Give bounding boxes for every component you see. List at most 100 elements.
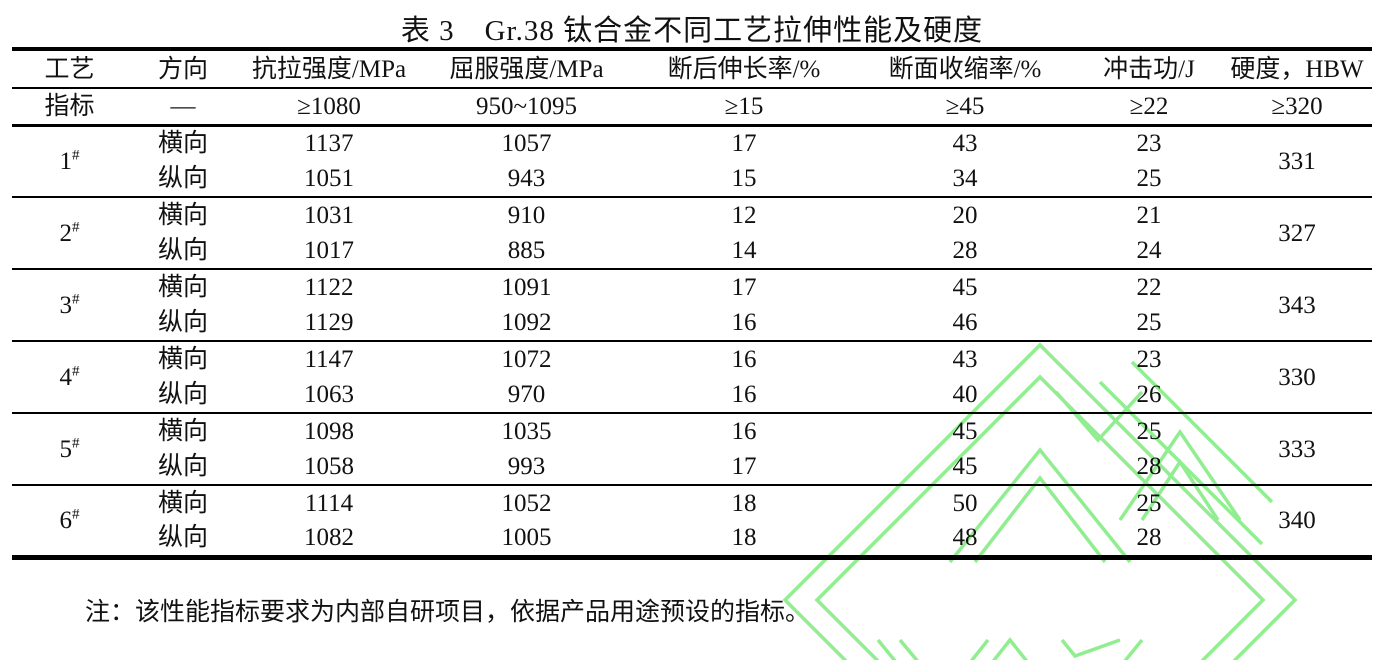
impact-cell: 25	[1136, 165, 1162, 192]
reduction-cell: 50	[952, 490, 978, 517]
col-header-tensile: 抗拉强度/MPa	[251, 55, 407, 83]
col-header-hardness: 硬度，HBW	[1230, 55, 1364, 83]
process-label: 6#	[12, 485, 127, 557]
hardness-cell: 331	[1278, 147, 1316, 175]
tensile-cell: 1063	[304, 381, 354, 408]
table-row: 纵向 1051 943 15 34 25	[12, 161, 1372, 197]
impact-cell: 23	[1136, 130, 1162, 158]
spec-elongation: ≥15	[724, 92, 764, 120]
direction-cell: 纵向	[157, 309, 208, 336]
elongation-cell: 12	[731, 202, 757, 229]
reduction-cell: 40	[952, 381, 978, 408]
process-group-6: 6# 横向 1114 1052 18 50 25 340 纵向 1082 100…	[12, 485, 1372, 557]
yield-cell: 943	[507, 165, 546, 192]
process-label: 2#	[12, 197, 127, 269]
direction-cell: 横向	[157, 274, 208, 301]
table-row: 3# 横向 1122 1091 17 45 22 343	[12, 269, 1372, 318]
table-header-row: 工艺 方向 抗拉强度/MPa 屈服强度/MPa 断后伸长率/% 断面收缩率/% …	[12, 49, 1372, 88]
yield-cell: 1057	[501, 130, 552, 158]
direction-cell: 纵向	[157, 381, 208, 408]
process-sup: #	[72, 363, 80, 380]
tensile-cell: 1017	[304, 237, 354, 264]
spec-tensile: ≥1080	[297, 92, 361, 120]
elongation-cell: 17	[731, 130, 757, 158]
tensile-cell: 1122	[304, 274, 354, 301]
impact-cell: 28	[1136, 524, 1162, 552]
reduction-cell: 46	[952, 309, 978, 336]
table-row: 2# 横向 1031 910 12 20 21 327	[12, 197, 1372, 246]
process-group-2: 2# 横向 1031 910 12 20 21 327 纵向 1017 885 …	[12, 197, 1372, 269]
yield-cell: 1092	[501, 309, 552, 336]
hardness-cell: 340	[1278, 506, 1316, 534]
impact-cell: 25	[1136, 490, 1162, 517]
elongation-cell: 18	[731, 490, 757, 517]
process-sup: #	[72, 147, 80, 164]
process-group-3: 3# 横向 1122 1091 17 45 22 343 纵向 1129 109…	[12, 269, 1372, 341]
process-number: 5	[59, 435, 73, 463]
col-header-process: 工艺	[44, 55, 95, 83]
impact-cell: 23	[1136, 346, 1162, 373]
yield-cell: 910	[507, 202, 546, 229]
direction-cell: 横向	[157, 490, 208, 517]
tensile-cell: 1082	[304, 524, 354, 552]
process-group-1: 1# 横向 1137 1057 17 43 23 331 纵向 1051 943…	[12, 125, 1372, 197]
col-header-impact: 冲击功/J	[1103, 55, 1195, 83]
tensile-cell: 1031	[304, 202, 354, 229]
process-label: 1#	[12, 125, 127, 197]
table-row: 4# 横向 1147 1072 16 43 23 330	[12, 341, 1372, 390]
tensile-cell: 1137	[304, 130, 354, 158]
reduction-cell: 48	[952, 524, 978, 552]
table-row: 纵向 1082 1005 18 48 28	[12, 521, 1372, 557]
direction-cell: 纵向	[157, 453, 208, 480]
reduction-cell: 43	[952, 130, 978, 158]
table-row: 纵向 1058 993 17 45 28	[12, 449, 1372, 485]
tensile-cell: 1147	[304, 346, 354, 373]
process-group-5: 5# 横向 1098 1035 16 45 25 333 纵向 1058 993…	[12, 413, 1372, 485]
elongation-cell: 14	[731, 237, 757, 264]
elongation-cell: 16	[731, 418, 757, 445]
direction-cell: 纵向	[157, 237, 208, 264]
reduction-cell: 28	[952, 237, 978, 264]
tensile-cell: 1098	[304, 418, 354, 445]
direction-cell: 横向	[157, 346, 208, 373]
elongation-cell: 17	[731, 453, 757, 480]
process-sup: #	[72, 291, 80, 308]
process-sup: #	[72, 219, 80, 236]
hardness-cell: 343	[1278, 291, 1316, 319]
direction-cell: 横向	[157, 130, 208, 158]
impact-cell: 28	[1136, 453, 1162, 480]
hardness-cell: 333	[1278, 435, 1316, 463]
reduction-cell: 20	[952, 202, 978, 229]
reduction-cell: 34	[952, 165, 978, 192]
col-header-direction: 方向	[157, 55, 208, 83]
tensile-cell: 1051	[304, 165, 354, 192]
process-sup: #	[72, 506, 80, 523]
reduction-cell: 43	[952, 346, 978, 373]
process-number: 6	[59, 506, 73, 534]
table-row: 5# 横向 1098 1035 16 45 25 333	[12, 413, 1372, 462]
yield-cell: 993	[507, 453, 546, 480]
process-sup: #	[72, 435, 80, 452]
reduction-cell: 45	[952, 453, 978, 480]
yield-cell: 885	[507, 237, 546, 264]
elongation-cell: 15	[731, 165, 757, 192]
spec-direction: —	[170, 92, 196, 120]
elongation-cell: 16	[731, 309, 757, 336]
direction-cell: 横向	[157, 418, 208, 445]
col-header-yield: 屈服强度/MPa	[449, 55, 604, 83]
yield-cell: 1035	[501, 418, 552, 445]
tensile-cell: 1058	[304, 453, 354, 480]
process-group-4: 4# 横向 1147 1072 16 43 23 330 纵向 1063 970…	[12, 341, 1372, 413]
impact-cell: 22	[1136, 274, 1162, 301]
col-header-reduction: 断面收缩率/%	[888, 55, 1042, 83]
elongation-cell: 16	[731, 381, 757, 408]
spec-impact: ≥22	[1129, 92, 1169, 120]
spec-yield: 950~1095	[475, 92, 578, 120]
process-label: 5#	[12, 413, 127, 485]
spec-process: 指标	[44, 92, 95, 120]
table-row: 纵向 1129 1092 16 46 25	[12, 305, 1372, 341]
elongation-cell: 16	[731, 346, 757, 373]
impact-cell: 26	[1136, 381, 1162, 408]
yield-cell: 1005	[501, 524, 552, 552]
